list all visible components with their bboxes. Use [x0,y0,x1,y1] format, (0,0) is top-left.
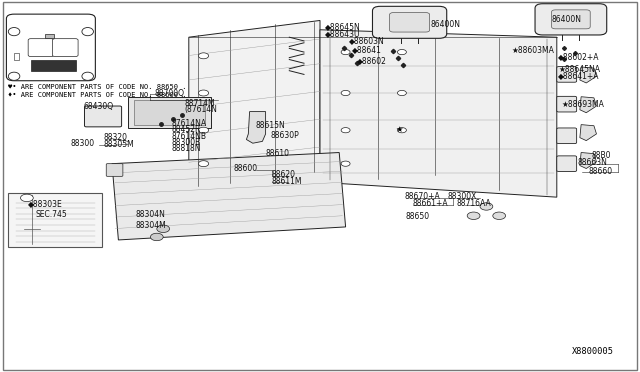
Polygon shape [580,153,596,169]
Ellipse shape [8,28,20,36]
Text: 88670+A: 88670+A [404,192,440,201]
FancyBboxPatch shape [128,97,211,128]
Polygon shape [246,112,266,143]
FancyBboxPatch shape [106,164,123,176]
Text: 88620: 88620 [271,170,296,179]
Text: ◆88602+A: ◆88602+A [558,52,600,61]
Circle shape [198,90,209,96]
Text: 88610: 88610 [266,149,289,158]
Text: 88700Q: 88700Q [155,89,185,98]
Text: 88714M: 88714M [184,99,215,108]
Text: 88600: 88600 [234,164,258,173]
Ellipse shape [82,28,93,36]
FancyBboxPatch shape [557,128,577,144]
Text: 88818N: 88818N [172,144,201,153]
Text: 87614NA: 87614NA [172,119,207,128]
Polygon shape [189,20,320,190]
Bar [134,100,205,125]
Text: ★88645NA: ★88645NA [558,65,600,74]
Polygon shape [580,67,596,83]
FancyBboxPatch shape [28,39,54,57]
Circle shape [150,233,163,241]
Text: ★88693MA: ★88693MA [562,100,605,109]
Text: SEC.745: SEC.745 [35,210,67,219]
Text: ♥• ARE COMPONENT PARTS OF CODE NO. 88650 .: ♥• ARE COMPONENT PARTS OF CODE NO. 88650… [8,84,186,90]
Text: ◆88641+A: ◆88641+A [558,71,600,80]
Text: ◆88645N: ◆88645N [325,22,361,31]
FancyBboxPatch shape [84,106,122,127]
Circle shape [341,161,350,166]
Text: ◆88643U: ◆88643U [325,29,360,38]
Polygon shape [580,97,596,113]
Text: ♦• ARE COMPONENT PARTS OF CODE NO. 88600 .: ♦• ARE COMPONENT PARTS OF CODE NO. 88600… [8,92,186,98]
Text: 88630P: 88630P [270,131,299,140]
Text: ◆88303E: ◆88303E [28,199,63,208]
Text: (87614N: (87614N [184,105,217,114]
Polygon shape [112,153,346,240]
Text: 88660: 88660 [589,167,613,176]
FancyBboxPatch shape [557,67,577,82]
FancyBboxPatch shape [372,6,447,38]
Bar [31,60,76,71]
Text: ★: ★ [396,125,403,134]
Text: 88661+A: 88661+A [413,199,449,208]
Text: 87614NB: 87614NB [172,132,207,141]
Circle shape [20,194,33,202]
Text: ◆88602: ◆88602 [357,57,387,65]
Circle shape [397,49,406,55]
Polygon shape [320,30,557,197]
Text: 88452R: 88452R [172,125,201,134]
Text: 88615N: 88615N [256,121,285,130]
Circle shape [157,225,170,232]
Text: 88B0: 88B0 [591,151,611,160]
Bar [14,53,19,60]
Text: X8800005: X8800005 [572,347,614,356]
Circle shape [198,53,209,59]
Text: 68430Q: 68430Q [83,102,113,110]
Text: ◆88603N: ◆88603N [349,36,385,45]
Bar [8,193,102,247]
Polygon shape [580,125,596,141]
Circle shape [480,203,493,210]
FancyBboxPatch shape [52,39,78,57]
Text: 88663N: 88663N [577,158,607,167]
Circle shape [198,161,209,167]
Circle shape [467,212,480,219]
FancyBboxPatch shape [535,4,607,35]
Text: 88305M: 88305M [104,140,134,149]
Text: 88300X: 88300X [448,192,477,201]
Text: 88300: 88300 [70,140,95,148]
Text: 88611M: 88611M [271,177,302,186]
Text: 88320: 88320 [104,133,128,142]
Ellipse shape [8,72,20,80]
Text: 88650: 88650 [406,212,430,221]
Text: 86400N: 86400N [552,15,582,24]
FancyBboxPatch shape [557,96,577,112]
Bar [45,34,54,38]
FancyBboxPatch shape [390,13,429,32]
Text: 88300B: 88300B [172,138,201,147]
Text: ★88603MA: ★88603MA [512,46,555,55]
Circle shape [341,128,350,133]
FancyBboxPatch shape [552,10,590,29]
Circle shape [341,90,350,96]
Circle shape [493,212,506,219]
FancyBboxPatch shape [6,14,95,81]
Circle shape [397,128,406,133]
Text: ◆88641: ◆88641 [352,45,382,54]
FancyBboxPatch shape [557,156,577,171]
Text: 88304M: 88304M [136,221,166,230]
Text: 86400N: 86400N [430,20,460,29]
Circle shape [397,90,406,96]
Ellipse shape [82,72,93,80]
Circle shape [198,127,209,133]
Circle shape [341,49,350,55]
Text: 88304N: 88304N [136,210,166,219]
Text: 88716AA: 88716AA [457,199,492,208]
